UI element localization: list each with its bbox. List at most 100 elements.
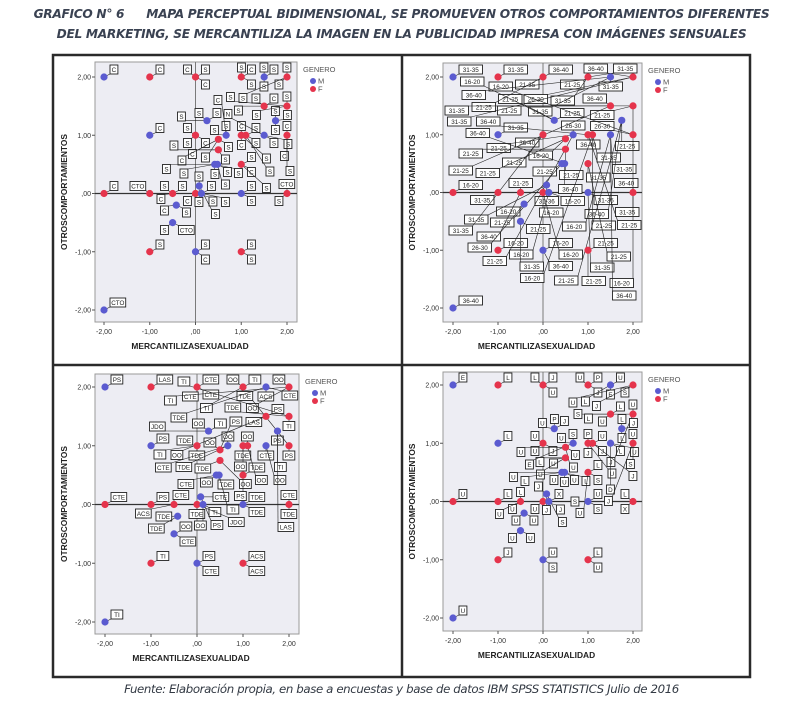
- stacked-point-label: C: [282, 153, 287, 160]
- data-point-male: [449, 381, 457, 389]
- data-point-female: [629, 188, 637, 197]
- stacked-point-label-box: [486, 143, 511, 153]
- stacked-point-label: U: [596, 565, 601, 572]
- data-point-female: [449, 188, 457, 197]
- point-label-box: [615, 141, 640, 151]
- y-axis-label: OTROSCOMPORTAMIENTOS: [59, 134, 69, 250]
- stacked-point-label-box: [280, 151, 289, 161]
- leader-line: [612, 443, 634, 497]
- point-label: CTE: [205, 377, 218, 384]
- data-point-male: [100, 306, 108, 314]
- data-point-male: [520, 509, 528, 517]
- data-point-male: [147, 442, 155, 450]
- stacked-point-label-box: [259, 62, 269, 73]
- stacked-point-label-box: [194, 520, 207, 531]
- point-label-box: [269, 64, 279, 75]
- stacked-point-label: TI: [204, 405, 210, 412]
- data-point-male: [618, 116, 626, 124]
- point-label: ACS: [259, 394, 272, 401]
- point-label: 26-30: [594, 123, 611, 130]
- figure-title-line-1: GRAFICO N° 6 MAPA PERCEPTUAL BIDIMENSIONA…: [0, 7, 803, 21]
- stacked-point-label: CTE: [180, 481, 193, 488]
- data-point-female: [191, 189, 200, 198]
- stacked-point-label-box: [155, 462, 172, 473]
- point-label: OO: [223, 434, 233, 441]
- x-tick-label: -2,00: [445, 329, 461, 336]
- stacked-point-label-box: [461, 90, 486, 100]
- point-label: TI: [252, 377, 258, 384]
- leader-line: [187, 164, 215, 170]
- point-label-box: [221, 121, 231, 131]
- stacked-point-label-box: [160, 225, 169, 235]
- leader-line: [186, 386, 267, 414]
- data-point-female: [239, 559, 247, 567]
- data-points-layer: [449, 381, 637, 622]
- stacked-point-label: U: [533, 433, 538, 440]
- stacked-point-label-box: [448, 225, 473, 236]
- point-label-box: [616, 372, 625, 383]
- stacked-point-label: L: [587, 416, 591, 423]
- leader-line: [532, 192, 550, 251]
- data-point-male: [569, 131, 577, 139]
- point-label: TI: [160, 553, 166, 560]
- stacked-point-label: C: [203, 257, 208, 264]
- data-point-female: [516, 188, 525, 197]
- point-label-box: [202, 374, 220, 385]
- legend-entry-M: M: [663, 387, 669, 396]
- point-label: 36-40: [553, 67, 570, 74]
- point-label-box: [110, 374, 124, 385]
- legend-marker-M: [312, 390, 318, 396]
- point-label-box: [503, 238, 528, 248]
- point-label-box: [558, 184, 583, 194]
- point-label-box: [224, 142, 233, 152]
- data-point-male: [101, 618, 109, 626]
- point-label-box: [129, 181, 147, 191]
- stacked-point-label: S: [164, 166, 168, 173]
- point-label-box: [203, 437, 217, 448]
- stacked-point-label-box: [626, 459, 635, 469]
- point-label: S: [273, 108, 277, 115]
- legend-title: GENERO: [648, 375, 681, 384]
- stacked-point-label: S: [249, 257, 253, 264]
- point-label: U: [572, 477, 577, 484]
- stacked-point-label-box: [248, 566, 266, 576]
- point-label: 16-20: [533, 153, 550, 160]
- point-label: TI: [212, 509, 218, 516]
- leader-line: [574, 76, 589, 97]
- data-point-female: [584, 556, 592, 564]
- data-point-male: [494, 131, 502, 139]
- stacked-point-label: U: [562, 479, 567, 486]
- point-label: S: [215, 110, 219, 117]
- stacked-point-label: 16-20: [513, 252, 530, 259]
- stacked-point-label: 21-25: [506, 160, 523, 167]
- point-label-box: [458, 295, 483, 306]
- leader-line: [221, 104, 227, 136]
- stacked-point-label: S: [241, 95, 245, 102]
- point-label: CTE: [215, 494, 228, 501]
- stacked-point-label: ACS: [250, 568, 263, 575]
- point-label-box: [155, 123, 165, 133]
- stacked-point-label-box: [476, 231, 501, 242]
- leader-line: [487, 184, 547, 216]
- data-point-female: [239, 383, 247, 391]
- data-point-female: [584, 468, 592, 476]
- stacked-point-label: 26-30: [472, 245, 489, 252]
- y-tick-label: ,00: [81, 502, 91, 509]
- stacked-point-label: D: [608, 487, 613, 494]
- point-labels-layer: PSLASCTETIACSOOPSTITIPSPSTDEOOTDEOOCTEPS…: [104, 374, 299, 623]
- stacked-point-label: 21-25: [480, 170, 497, 177]
- stacked-point-label-box: [465, 128, 490, 138]
- scatter-panels: -2,00 -1,00 ,00 1,00 2,00 2,00 1,00 ,00 -1,00 -2,…: [59, 61, 681, 663]
- leader-line: [495, 76, 544, 103]
- point-label: OO: [202, 480, 212, 487]
- data-point-female: [146, 73, 154, 81]
- stacked-point-label: U: [551, 390, 556, 397]
- data-point-female: [539, 131, 547, 139]
- x-tick-label: 2,00: [282, 641, 296, 648]
- point-label-box: [508, 504, 517, 514]
- stacked-point-label-box: [530, 446, 540, 456]
- stacked-point-label-box: [617, 220, 642, 230]
- point-label-box: [598, 81, 623, 92]
- stacked-point-label: S: [249, 82, 253, 89]
- leader-line: [265, 445, 275, 476]
